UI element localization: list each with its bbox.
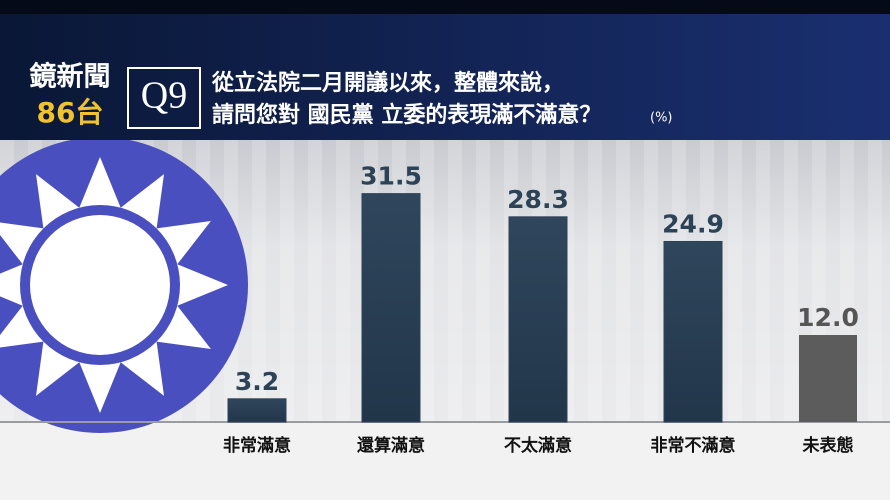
value-label: 28.3 xyxy=(507,185,569,214)
question-number: Q9 xyxy=(141,75,187,117)
floor xyxy=(0,422,890,500)
x-tick-label: 非常不滿意 xyxy=(651,435,736,456)
value-label: 24.9 xyxy=(662,209,724,238)
bar xyxy=(361,193,421,423)
x-tick-label: 未表態 xyxy=(802,435,854,456)
logo: 鏡新聞 xyxy=(30,61,111,93)
bar xyxy=(227,398,287,423)
question-box xyxy=(127,67,201,129)
bar xyxy=(799,335,857,422)
top-strip xyxy=(0,0,890,14)
value-label: 12.0 xyxy=(797,303,859,332)
x-tick-label: 還算滿意 xyxy=(357,435,425,456)
bar xyxy=(508,216,568,423)
emblem xyxy=(0,137,248,433)
bar xyxy=(663,240,723,423)
emblem-center xyxy=(30,215,170,355)
x-tick-label: 非常滿意 xyxy=(223,435,291,456)
value-label: 3.2 xyxy=(235,367,279,396)
value-label: 31.5 xyxy=(360,162,422,191)
chart-title: 從立法院二月開議以來，整體來說， xyxy=(211,70,564,96)
chart-subtitle: 請問您對 國民黨 立委的表現滿不滿意？ xyxy=(212,102,601,128)
channel: 86台 xyxy=(37,96,104,129)
unit: (%) xyxy=(650,111,673,126)
header-bar xyxy=(0,0,890,140)
x-tick-label: 不太滿意 xyxy=(504,435,572,456)
